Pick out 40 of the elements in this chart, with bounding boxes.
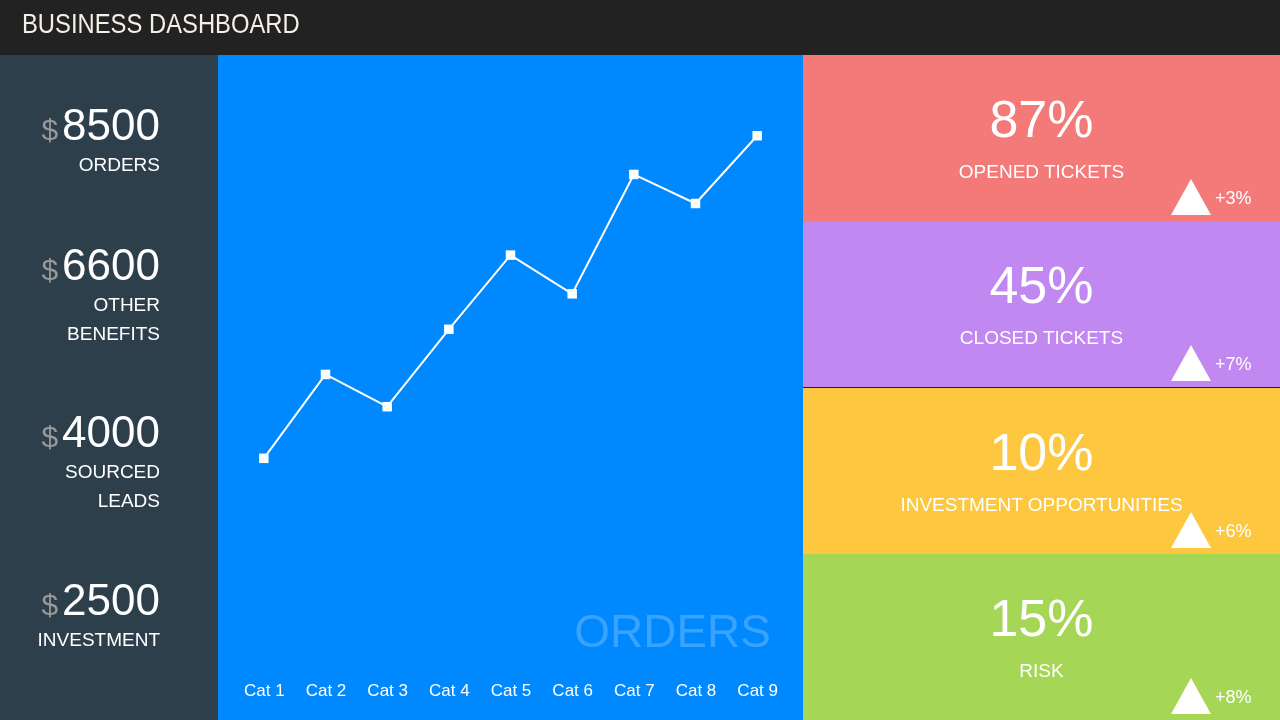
category-label: INVESTMENT <box>36 628 160 652</box>
point <box>505 250 516 260</box>
category-label: CLOSED TICKETS <box>958 327 1125 350</box>
point <box>259 453 269 464</box>
x-tick-label: Cat 3 <box>367 680 408 700</box>
text: 10% <box>989 422 1094 481</box>
point <box>690 198 701 209</box>
text: ORDERS <box>574 604 771 658</box>
category-label: OPENED TICKETS <box>957 161 1126 183</box>
text: +8% <box>1215 686 1252 708</box>
text: $4000 <box>41 407 160 456</box>
text: +6% <box>1215 520 1252 542</box>
point <box>320 369 331 380</box>
category-label: ORDERS <box>77 153 160 177</box>
text: $2500 <box>41 575 160 624</box>
text: 45% <box>989 256 1094 315</box>
x-tick-label: Cat 6 <box>552 680 593 700</box>
point <box>444 324 454 335</box>
point <box>567 289 577 299</box>
text: +3% <box>1215 188 1252 209</box>
x-tick-label: Cat 1 <box>244 680 285 700</box>
x-tick-label: Cat 4 <box>429 680 470 700</box>
point <box>629 169 639 180</box>
category-label: RISK <box>1018 659 1065 682</box>
text: $6600 <box>41 240 160 289</box>
x-tick-label: Cat 9 <box>737 680 778 700</box>
text: +7% <box>1215 354 1252 376</box>
x-tick-label: Cat 5 <box>490 680 532 700</box>
text: $8500 <box>41 100 160 149</box>
text: 15% <box>989 588 1094 647</box>
point <box>752 131 762 141</box>
point <box>382 401 392 412</box>
text: BUSINESS DASHBOARD <box>22 8 300 40</box>
category-label: OTHER BENEFITS <box>66 293 160 346</box>
x-tick-label: Cat 7 <box>614 680 655 700</box>
category-label: INVESTMENT OPPORTUNITIES <box>899 493 1184 516</box>
x-tick-label: Cat 2 <box>305 680 347 700</box>
x-tick-label: Cat 8 <box>675 680 717 700</box>
category-label: SOURCED LEADS <box>64 460 160 513</box>
text: 87% <box>989 90 1094 148</box>
